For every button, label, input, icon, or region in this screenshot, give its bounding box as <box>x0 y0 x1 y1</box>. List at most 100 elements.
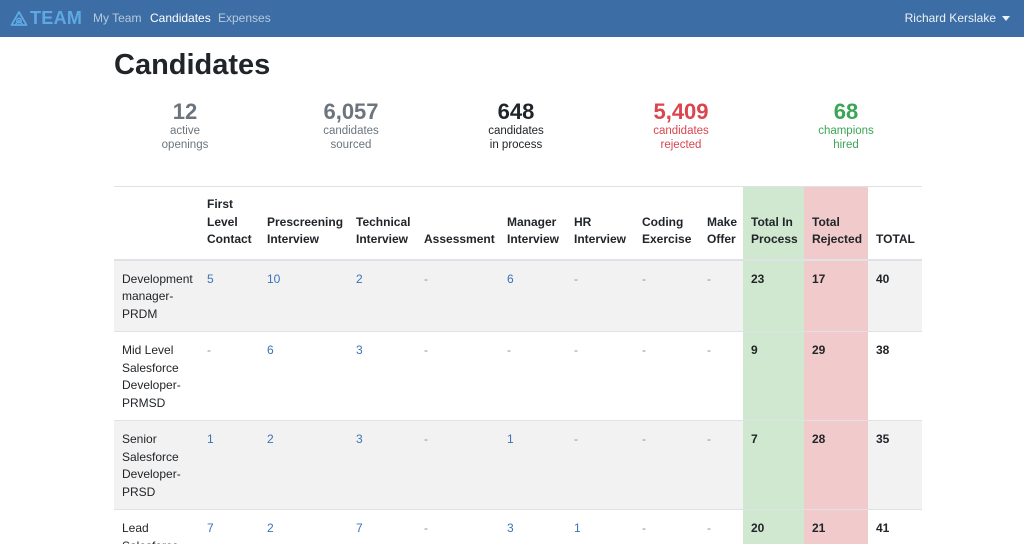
column-header-manager-interview: Manager Interview <box>499 186 566 261</box>
stage-cell-first-level-contact: 5 <box>199 259 259 332</box>
stage-cell-prescreening-interview: 6 <box>259 331 348 421</box>
stat-candidates-sourced: 6,057 candidates sourced <box>281 100 421 152</box>
column-header-total-rejected: Total Rejected <box>804 186 868 261</box>
table-row: Senior Salesforce Developer-PRSD 1 2 3 - 1 - - -… <box>114 420 922 510</box>
stage-cell-coding-exercise: - <box>634 259 699 332</box>
stage-cell-technical-interview: 2 <box>348 259 416 332</box>
stage-count-link[interactable]: 3 <box>356 432 363 446</box>
stat-label-line2: sourced <box>330 139 372 151</box>
stat-label-line2: openings <box>161 139 209 151</box>
brand-name: TEAM <box>30 8 83 28</box>
table-row: Mid Level Salesforce Developer-PRMSD -6 3-… <box>114 331 922 421</box>
empty-value: - <box>424 521 428 535</box>
stage-cell-hr-interview: - <box>566 420 634 510</box>
nav-link-my-team[interactable]: My Team <box>93 11 142 25</box>
stage-count-link[interactable]: 1 <box>507 432 514 446</box>
column-header-coding-exercise: Coding Exercise <box>634 186 699 261</box>
total-cell: 40 <box>868 259 922 332</box>
table-header-row: First Level Contact Prescreening Intervi… <box>114 186 922 261</box>
stage-cell-coding-exercise: - <box>634 420 699 510</box>
brand-logo[interactable]: TEAM <box>10 8 82 29</box>
stat-label-line1: candidates <box>323 125 379 137</box>
stage-count-link[interactable]: 6 <box>507 271 514 286</box>
stat-active-openings: 12 active openings <box>115 100 255 152</box>
column-header-technical-interview: Technical Interview <box>348 186 416 261</box>
stat-label-line1: candidates <box>488 125 544 137</box>
empty-value: - <box>707 521 711 535</box>
total-in-process-cell: 23 <box>743 259 804 332</box>
empty-value: - <box>642 521 646 535</box>
role-cell: Lead Salesforce <box>114 509 199 544</box>
stage-count-link[interactable]: 3 <box>356 343 363 357</box>
total-in-process-cell: 20 <box>743 509 804 544</box>
empty-value: - <box>507 343 511 357</box>
column-header-role <box>114 186 199 261</box>
column-header-total: TOTAL <box>868 186 922 261</box>
stage-count-link[interactable]: 2 <box>267 521 274 535</box>
stage-cell-prescreening-interview: 2 <box>259 420 348 510</box>
stage-count-link[interactable]: 3 <box>507 521 514 535</box>
column-header-make-offer: Make Offer <box>699 186 743 261</box>
stat-value: 5,409 <box>653 99 709 124</box>
stage-count-link[interactable]: 7 <box>207 521 214 535</box>
stage-cell-manager-interview: 3 <box>499 509 566 544</box>
stage-count-link[interactable]: 5 <box>207 271 214 286</box>
top-navbar: TEAM My Team Candidates Expenses Richard… <box>0 0 1024 37</box>
stage-cell-technical-interview: 3 <box>348 420 416 510</box>
stage-count-link[interactable]: 1 <box>574 521 581 535</box>
stage-count-link[interactable]: 2 <box>267 432 274 446</box>
empty-value: - <box>707 432 711 446</box>
stage-cell-manager-interview: 6 <box>499 259 566 332</box>
total-rejected-cell: 17 <box>804 259 868 332</box>
stat-candidates-in-process: 648 candidates in process <box>446 100 586 152</box>
stage-cell-coding-exercise: - <box>634 509 699 544</box>
column-header-assessment: Assessment <box>416 186 499 261</box>
stage-cell-prescreening-interview: 10 <box>259 259 348 332</box>
stage-cell-hr-interview: 1 <box>566 509 634 544</box>
stage-count-link[interactable]: 1 <box>207 432 214 446</box>
stage-cell-manager-interview: 1 <box>499 420 566 510</box>
stat-label-line2: hired <box>833 139 859 151</box>
stage-cell-assessment: - <box>416 509 499 544</box>
empty-value: - <box>424 271 428 286</box>
stat-value: 6,057 <box>323 99 379 124</box>
empty-value: - <box>574 271 578 286</box>
stage-cell-hr-interview: - <box>566 331 634 421</box>
nav-link-expenses[interactable]: Expenses <box>218 11 271 25</box>
empty-value: - <box>574 432 578 446</box>
nav-link-candidates[interactable]: Candidates <box>150 11 211 25</box>
stage-cell-assessment: - <box>416 420 499 510</box>
total-in-process-cell: 7 <box>743 420 804 510</box>
caret-down-icon <box>1002 16 1010 21</box>
empty-value: - <box>707 271 711 286</box>
stage-cell-coding-exercise: - <box>634 331 699 421</box>
stat-label-line2: rejected <box>660 139 702 151</box>
total-cell: 35 <box>868 420 922 510</box>
total-cell: 41 <box>868 509 922 544</box>
stage-count-link[interactable]: 6 <box>267 343 274 357</box>
stage-cell-hr-interview: - <box>566 259 634 332</box>
stage-count-link[interactable]: 7 <box>356 521 363 535</box>
total-rejected-cell: 21 <box>804 509 868 544</box>
stat-label-line2: in process <box>489 139 543 151</box>
empty-value: - <box>707 343 711 357</box>
stage-cell-first-level-contact: 1 <box>199 420 259 510</box>
stage-count-link[interactable]: 2 <box>356 271 363 286</box>
stage-cell-technical-interview: 3 <box>348 331 416 421</box>
team-logo-icon <box>10 10 28 26</box>
user-name: Richard Kerslake <box>904 11 996 25</box>
user-menu[interactable]: Richard Kerslake <box>905 11 1010 25</box>
total-in-process-cell: 9 <box>743 331 804 421</box>
stage-cell-assessment: - <box>416 331 499 421</box>
candidates-table: First Level Contact Prescreening Intervi… <box>114 186 922 544</box>
table-row: Development manager-PRDM 5 10 2 - 6 - - - 23 17 40 <box>114 259 922 332</box>
empty-value: - <box>642 343 646 357</box>
total-cell: 38 <box>868 331 922 421</box>
empty-value: - <box>642 271 646 286</box>
column-header-hr-interview: HR Interview <box>566 186 634 261</box>
stage-cell-assessment: - <box>416 259 499 332</box>
stage-cell-make-offer: - <box>699 331 743 421</box>
role-cell: Development manager-PRDM <box>114 259 199 332</box>
stage-count-link[interactable]: 10 <box>267 271 281 286</box>
